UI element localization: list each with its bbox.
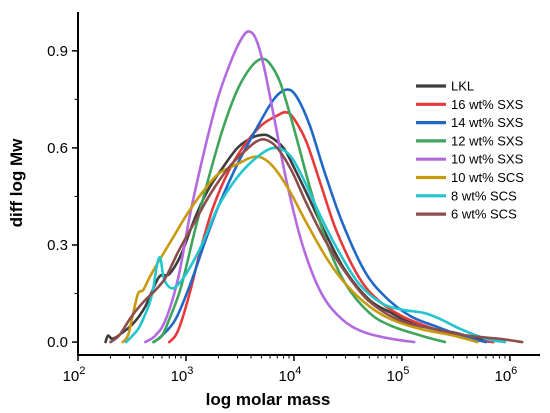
legend-label-lkl: LKL — [451, 79, 474, 94]
x-tick-label: 103 — [171, 365, 194, 385]
x-tick-label: 104 — [279, 365, 302, 385]
series-line-lkl — [104, 133, 495, 344]
legend-label-14-wt-sxs: 14 wt% SXS — [451, 115, 524, 130]
series-line-12-wt-sxs — [152, 57, 447, 344]
series-line-10-wt-sxs — [144, 30, 416, 344]
legend-label-12-wt-sxs: 12 wt% SXS — [451, 133, 524, 148]
x-tick-label: 105 — [387, 365, 410, 385]
legend-label-10-wt-sxs: 10 wt% SXS — [451, 152, 524, 167]
x-tick-label: 102 — [63, 365, 86, 385]
legend: LKL 16 wt% SXS 14 wt% SXS 12 wt% SXS 10 wt% … — [416, 79, 524, 222]
y-tick-label: 0.9 — [47, 43, 68, 60]
axes — [77, 12, 540, 356]
x-tick-label: 106 — [494, 365, 517, 385]
legend-label-10-wt-scs: 10 wt% SCS — [451, 170, 524, 185]
y-tick-label: 0.6 — [47, 140, 68, 157]
ticks: 102 103 104 105 106 0.0 0.3 0.6 0.9 — [47, 43, 517, 385]
y-tick-label: 0.3 — [47, 237, 68, 254]
x-axis-title: log molar mass — [206, 390, 331, 409]
legend-label-16-wt-sxs: 16 wt% SXS — [451, 97, 524, 112]
y-tick-label: 0.0 — [47, 334, 68, 351]
series-line-14-wt-sxs — [152, 88, 488, 344]
y-axis-title: diff log Mw — [7, 138, 26, 228]
series-layer — [104, 30, 524, 344]
legend-label-8-wt-scs: 8 wt% SCS — [451, 188, 517, 203]
legend-label-6-wt-scs: 6 wt% SCS — [451, 207, 517, 222]
series-line-10-wt-scs — [121, 155, 479, 344]
series-line-6-wt-scs — [109, 138, 524, 344]
